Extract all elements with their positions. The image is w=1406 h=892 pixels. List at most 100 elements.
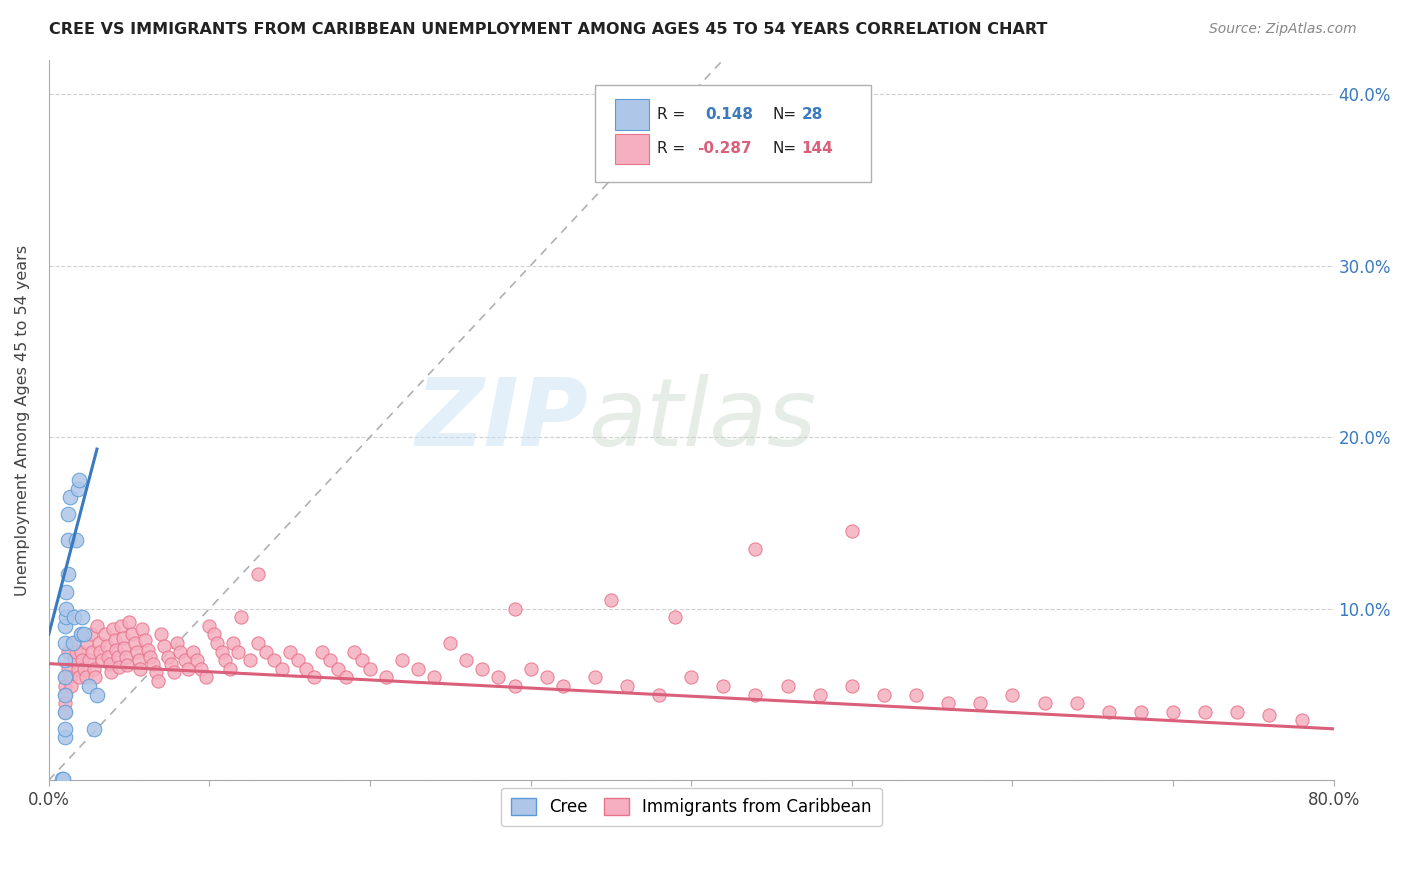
Point — [55, 601, 77, 615]
Point — [121, 627, 143, 641]
Point — [104, 632, 127, 647]
Point — [101, 622, 124, 636]
Point — [131, 622, 153, 636]
Point — [599, 593, 621, 607]
Point — [1066, 696, 1088, 710]
Point — [53, 679, 76, 693]
Point — [776, 679, 799, 693]
Text: 144: 144 — [801, 142, 834, 156]
Point — [214, 653, 236, 667]
Point — [551, 679, 574, 693]
Point — [84, 670, 107, 684]
Point — [53, 696, 76, 710]
Point — [98, 657, 121, 671]
Point — [72, 610, 94, 624]
Point — [231, 610, 253, 624]
Point — [219, 662, 242, 676]
Point — [53, 722, 76, 736]
Point — [222, 636, 245, 650]
Point — [62, 636, 84, 650]
Point — [375, 670, 398, 684]
Point — [583, 670, 606, 684]
Point — [75, 670, 97, 684]
Point — [87, 636, 110, 650]
Point — [79, 627, 101, 641]
Point — [326, 662, 349, 676]
Point — [55, 584, 77, 599]
Point — [67, 473, 90, 487]
Text: 0.148: 0.148 — [706, 107, 754, 122]
Text: N=: N= — [772, 142, 796, 156]
Point — [195, 670, 218, 684]
Point — [83, 722, 105, 736]
Point — [72, 653, 94, 667]
Point — [73, 627, 96, 641]
Point — [456, 653, 478, 667]
Point — [83, 662, 105, 676]
Point — [1001, 688, 1024, 702]
Legend: Cree, Immigrants from Caribbean: Cree, Immigrants from Caribbean — [501, 788, 882, 826]
Point — [207, 636, 229, 650]
Point — [648, 688, 671, 702]
Point — [1033, 696, 1056, 710]
Y-axis label: Unemployment Among Ages 45 to 54 years: Unemployment Among Ages 45 to 54 years — [15, 244, 30, 596]
Point — [77, 653, 100, 667]
Point — [1226, 705, 1249, 719]
Point — [808, 688, 831, 702]
Point — [319, 653, 342, 667]
Point — [62, 636, 84, 650]
Point — [59, 670, 82, 684]
Point — [100, 665, 122, 680]
Point — [744, 541, 766, 556]
Point — [55, 610, 77, 624]
Point — [56, 644, 79, 658]
Point — [53, 731, 76, 745]
Point — [124, 636, 146, 650]
Point — [335, 670, 357, 684]
Point — [127, 644, 149, 658]
Point — [150, 627, 173, 641]
Point — [53, 670, 76, 684]
Point — [51, 772, 73, 786]
Point — [681, 670, 703, 684]
Point — [186, 653, 208, 667]
Point — [169, 644, 191, 658]
Point — [198, 619, 221, 633]
Point — [65, 533, 87, 547]
Point — [254, 644, 277, 658]
Point — [97, 649, 120, 664]
Text: Source: ZipAtlas.com: Source: ZipAtlas.com — [1209, 22, 1357, 37]
Point — [159, 657, 181, 671]
Text: -0.287: -0.287 — [697, 142, 752, 156]
Point — [53, 670, 76, 684]
Point — [211, 644, 233, 658]
Point — [82, 644, 104, 658]
Point — [519, 662, 541, 676]
Point — [96, 640, 118, 654]
Point — [202, 627, 225, 641]
Point — [110, 619, 132, 633]
Point — [107, 649, 129, 664]
Point — [1129, 705, 1152, 719]
Text: ZIP: ZIP — [416, 374, 588, 466]
Text: CREE VS IMMIGRANTS FROM CARIBBEAN UNEMPLOYMENT AMONG AGES 45 TO 54 YEARS CORRELA: CREE VS IMMIGRANTS FROM CARIBBEAN UNEMPL… — [49, 22, 1047, 37]
Point — [112, 641, 135, 656]
Point — [311, 644, 333, 658]
Point — [134, 632, 156, 647]
Text: N=: N= — [772, 107, 796, 122]
Point — [111, 631, 134, 645]
Point — [841, 679, 863, 693]
Point — [1098, 705, 1121, 719]
Text: R =: R = — [657, 107, 685, 122]
Point — [359, 662, 381, 676]
Point — [56, 533, 79, 547]
Point — [139, 649, 162, 664]
Point — [343, 644, 366, 658]
Point — [115, 649, 138, 664]
Point — [391, 653, 413, 667]
Point — [73, 662, 96, 676]
Point — [439, 636, 461, 650]
Point — [128, 653, 150, 667]
Point — [156, 649, 179, 664]
Point — [471, 662, 494, 676]
